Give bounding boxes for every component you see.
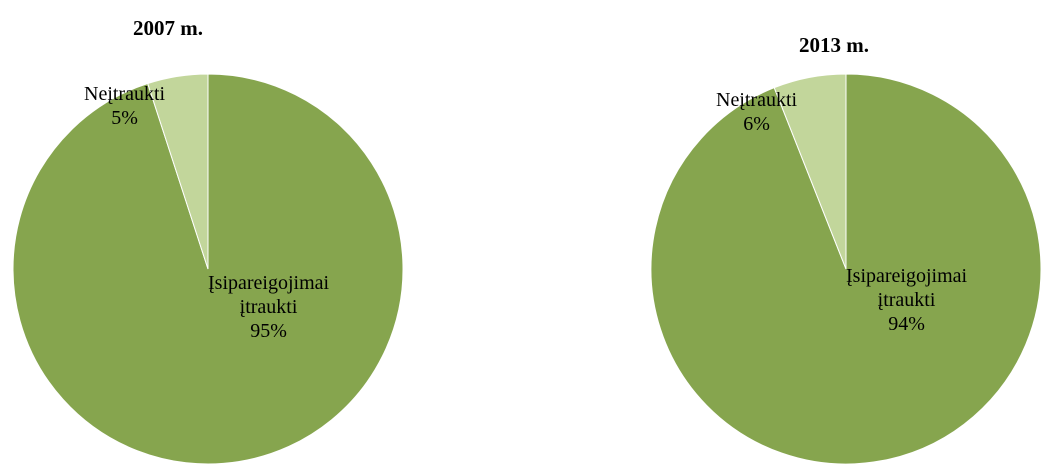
slice-label-line: Neįtraukti [716, 89, 798, 111]
slice-value-label: 94% [888, 313, 925, 335]
slice-label-excluded: Neįtraukti 6% [716, 88, 797, 136]
chart-title: 2007 m. [133, 16, 203, 40]
slice-label-included: Įsipareigojimai įtraukti 94% [846, 264, 967, 336]
slice-label-line: Neįtraukti [84, 83, 166, 105]
pie-slice [147, 73, 209, 270]
pie-slice [773, 73, 847, 270]
pie-plot [12, 73, 404, 464]
slice-label-line: Įsipareigojimai [846, 265, 968, 287]
slice-value-label: 5% [111, 107, 138, 129]
slice-value-label: 95% [250, 320, 287, 342]
slice-label-line: įtraukti [877, 289, 936, 311]
slice-value-label: 6% [743, 113, 770, 135]
pie-chart-2013: 2013 m. Įsipareigojimai įtraukti 94% Neį… [640, 0, 1042, 464]
pie-chart-2007: 2007 m. Įsipareigojimai įtraukti 95% Neį… [0, 0, 420, 464]
slice-label-included: Įsipareigojimai įtraukti 95% [208, 271, 329, 343]
chart-title: 2013 m. [799, 33, 869, 57]
slice-label-line: įtraukti [239, 296, 298, 318]
slice-label-excluded: Neįtraukti 5% [84, 82, 165, 130]
pie-plot [650, 73, 1042, 464]
slice-label-line: Įsipareigojimai [208, 272, 330, 294]
